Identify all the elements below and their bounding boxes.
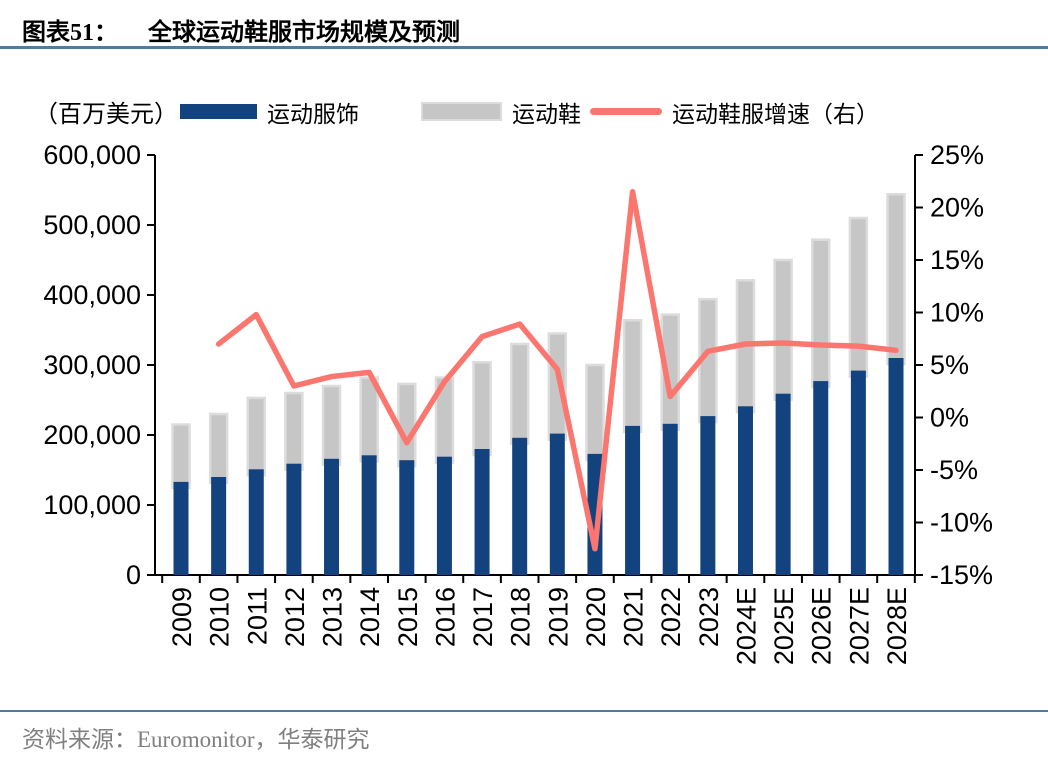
chart-legend: （百万美元） 运动服饰 运动鞋 运动鞋服增速（右） — [34, 94, 879, 129]
bar-footwear-2009 — [171, 423, 191, 490]
bar-footwear-2021 — [622, 318, 643, 434]
left-axis-tick-label: 100,000 — [43, 490, 141, 520]
bar-footwear-2014 — [359, 376, 379, 463]
x-axis-label-2019: 2019 — [543, 587, 573, 647]
figure-title: 全球运动鞋服市场规模及预测 — [148, 20, 460, 46]
bar-apparel-2009 — [173, 481, 189, 575]
legend-label-growth: 运动鞋服增速（右） — [672, 101, 879, 127]
x-axis-label-2023: 2023 — [694, 587, 724, 647]
x-axis-label-2025E: 2025E — [769, 587, 799, 665]
bar-footwear-2025E — [773, 258, 793, 401]
bar-footwear-2027E — [848, 216, 869, 378]
title-divider — [0, 46, 1048, 49]
x-axis-label-2028E: 2028E — [882, 587, 912, 665]
growth-line — [215, 189, 899, 552]
bar-apparel-2014 — [361, 455, 377, 575]
right-axis-tick-label: 20% — [930, 193, 984, 223]
bar-footwear-2026E — [810, 238, 831, 389]
source-note: 资料来源：Euromonitor，华泰研究 — [22, 727, 370, 752]
bar-apparel-2012 — [286, 463, 302, 575]
figure-number-label: 图表51： — [22, 20, 118, 46]
bar-apparel-2015 — [399, 460, 415, 575]
bar-footwear-2020 — [585, 363, 605, 462]
bar-apparel-2019 — [549, 433, 565, 575]
figure-title-row: 图表51： 全球运动鞋服市场规模及预测 — [22, 12, 460, 47]
x-axis-label-2024E: 2024E — [731, 587, 761, 665]
bar-footwear-2011 — [246, 396, 267, 477]
right-axis-tick-label: 10% — [930, 298, 984, 328]
bar-footwear-2028E — [886, 192, 906, 366]
bar-apparel-2023 — [700, 416, 716, 575]
bar-apparel-2024E — [737, 406, 753, 575]
bar-apparel-2027E — [850, 370, 866, 575]
bar-apparel-2016 — [436, 456, 452, 575]
x-axis-label-2022: 2022 — [656, 587, 686, 647]
x-axis-label-2015: 2015 — [393, 587, 423, 647]
x-axis-label-2026E: 2026E — [807, 587, 837, 665]
right-axis-tick-label: 15% — [930, 245, 984, 275]
bar-apparel-2013 — [324, 458, 340, 575]
x-axis-label-2017: 2017 — [468, 587, 498, 647]
left-axis-tick-label: 600,000 — [43, 140, 141, 170]
legend-label-apparel: 运动服饰 — [267, 101, 359, 127]
source-divider — [0, 710, 1048, 712]
left-axis-tick-label: 200,000 — [43, 420, 141, 450]
x-axis-label-2020: 2020 — [581, 587, 611, 647]
bar-footwear-2010 — [208, 412, 229, 485]
x-axis-label-2021: 2021 — [619, 587, 649, 647]
market-size-forecast-chart: 0 100,000 200,000 300,000 400,000 500,000 600,… — [43, 140, 993, 665]
bar-apparel-2020 — [587, 453, 603, 575]
x-axis-label-2014: 2014 — [355, 587, 385, 647]
bar-footwear-2013 — [321, 384, 342, 467]
legend-item-apparel: 运动服饰 — [180, 95, 359, 129]
x-axis-label-2018: 2018 — [506, 587, 536, 647]
bar-footwear-2012 — [284, 391, 304, 471]
right-axis-tick-label: -15% — [930, 560, 993, 590]
bar-footwear-2018 — [509, 342, 530, 446]
bar-apparel-2026E — [813, 381, 829, 575]
x-axis-label-2010: 2010 — [205, 587, 235, 647]
right-axis-tick-label: 25% — [930, 140, 984, 170]
bar-apparel-2018 — [512, 437, 528, 575]
bar-apparel-2021 — [625, 425, 641, 575]
x-axis-label-2013: 2013 — [318, 587, 348, 647]
bar-apparel-2028E — [888, 358, 904, 575]
x-axis-label-2011: 2011 — [242, 587, 272, 645]
x-axis-label-2016: 2016 — [430, 587, 460, 647]
left-axis-tick-label: 400,000 — [43, 280, 141, 310]
left-axis-tick-label: 0 — [126, 560, 141, 590]
x-axis-label-2012: 2012 — [280, 587, 310, 647]
legend-swatch-apparel — [180, 104, 257, 119]
bar-apparel-2010 — [211, 477, 227, 575]
legend-swatch-growth-line — [590, 108, 662, 115]
left-axis-tick-label: 300,000 — [43, 350, 141, 380]
right-axis-tick-label: -5% — [930, 455, 978, 485]
right-axis-tick-label: -10% — [930, 508, 993, 538]
axis-unit-label: （百万美元） — [34, 102, 178, 128]
legend-item-footwear: 运动鞋 — [421, 95, 581, 129]
legend-label-footwear: 运动鞋 — [512, 101, 581, 127]
bar-footwear-2015 — [397, 382, 417, 468]
bar-apparel-2017 — [474, 449, 490, 575]
bar-apparel-2022 — [662, 423, 678, 575]
legend-swatch-footwear — [421, 102, 502, 121]
bar-apparel-2025E — [775, 393, 791, 575]
right-axis-tick-label: 5% — [930, 350, 969, 380]
right-axis-tick-label: 0% — [930, 403, 969, 433]
x-axis-label-2009: 2009 — [167, 587, 197, 647]
bar-apparel-2011 — [248, 469, 264, 575]
x-axis-label-2027E: 2027E — [844, 587, 874, 665]
legend-item-growth: 运动鞋服增速（右） — [590, 95, 879, 129]
left-axis-tick-label: 500,000 — [43, 210, 141, 240]
bar-footwear-2017 — [472, 360, 492, 457]
